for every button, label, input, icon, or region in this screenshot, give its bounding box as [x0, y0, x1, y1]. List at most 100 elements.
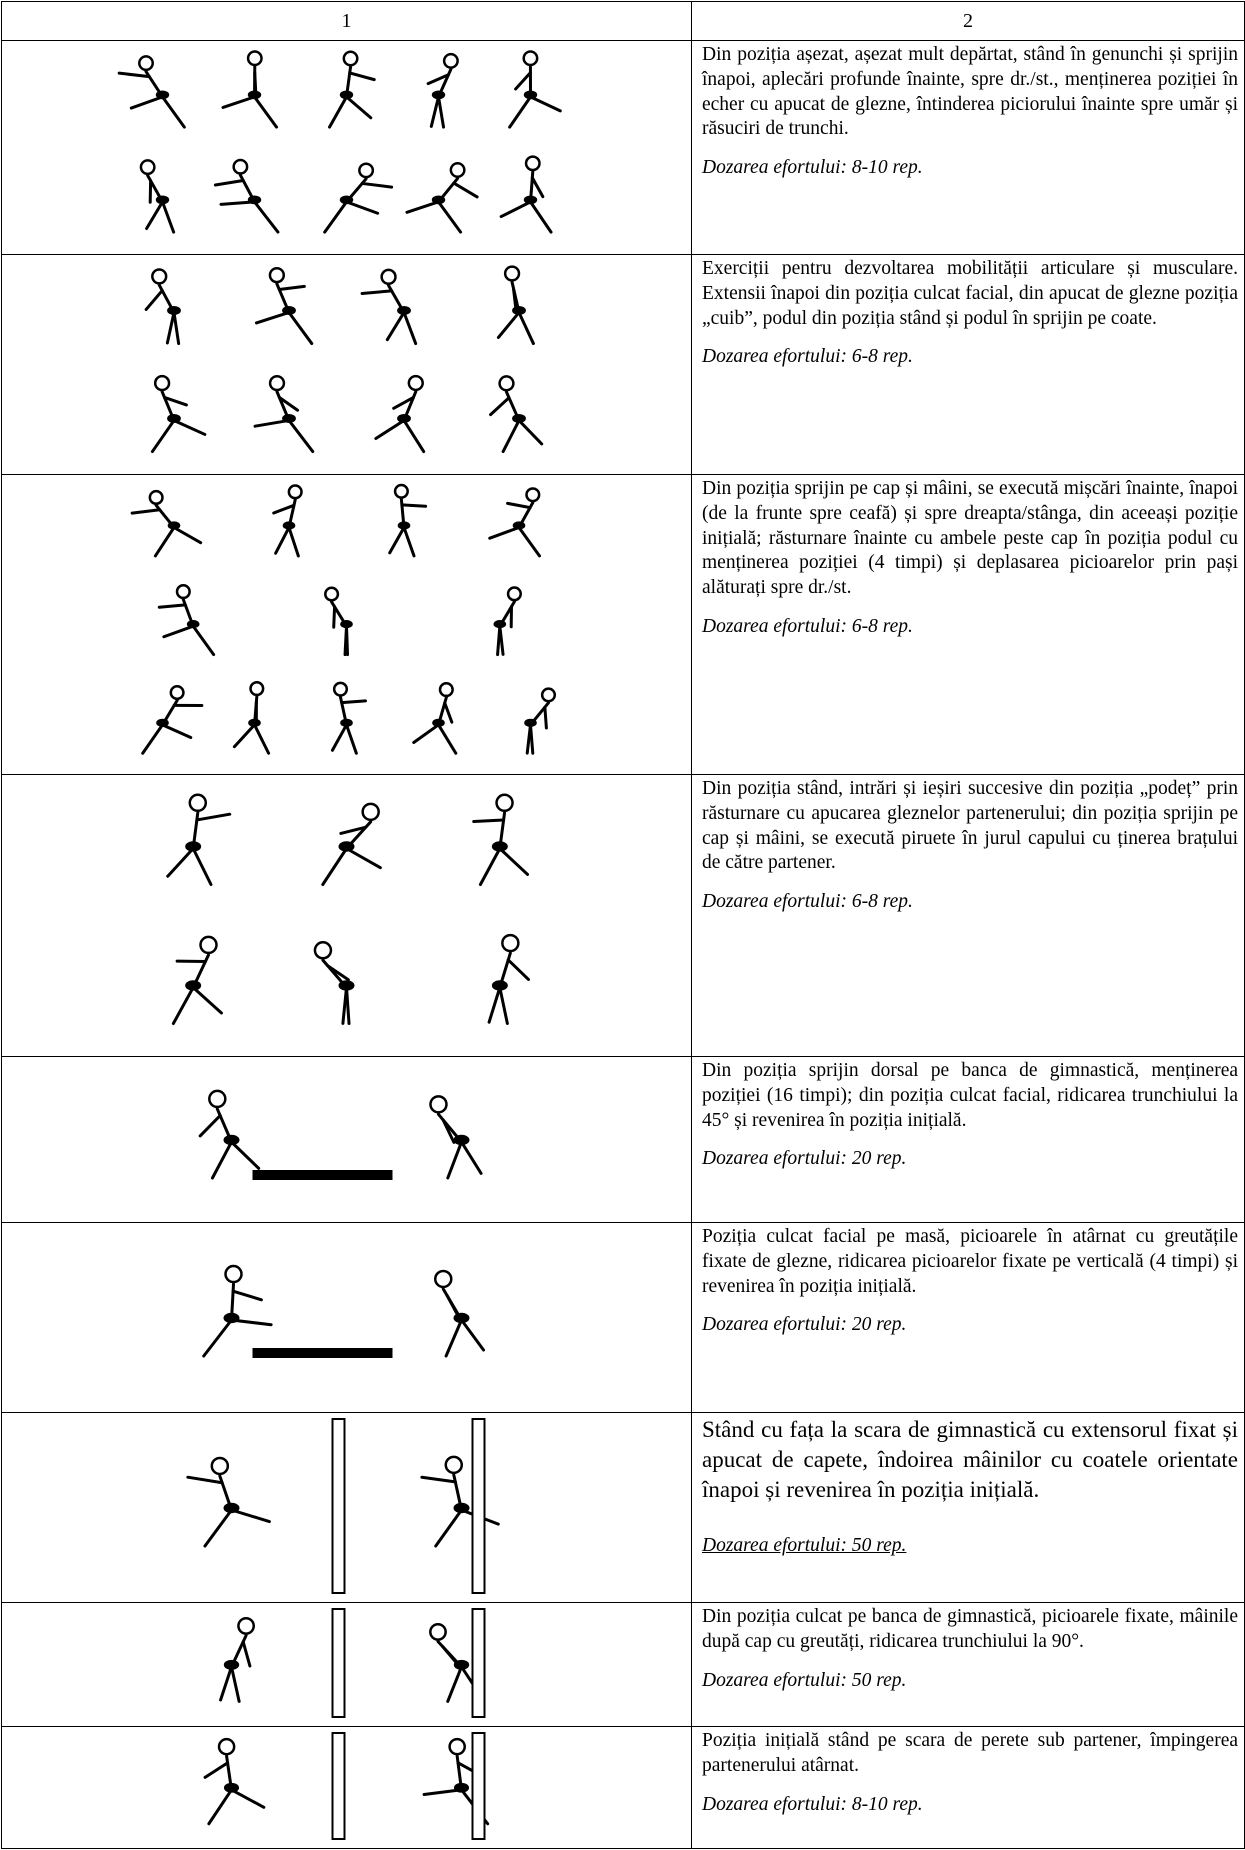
figure-part [502, 935, 518, 951]
figure-part [395, 485, 408, 498]
dosage: Dozarea efortului: 6-8 rep. [702, 890, 1238, 915]
figure-part [512, 306, 526, 315]
illustration [2, 1223, 691, 1409]
illustration-cell [2, 1223, 692, 1413]
description-cell: Poziția culcat facial pe masă, picioarel… [692, 1223, 1245, 1413]
description-cell: Din poziția sprijin dorsal pe banca de g… [692, 1057, 1245, 1223]
illustration [2, 41, 691, 251]
figure-part [531, 97, 561, 111]
figure-part [226, 1266, 242, 1282]
figure-part [325, 202, 347, 232]
figures [204, 1266, 484, 1358]
figure-part [480, 849, 499, 885]
figure-part [363, 804, 379, 820]
description-cell: Din poziția sprijin pe cap și mâini, se … [692, 475, 1245, 775]
figure-part [224, 1135, 240, 1145]
figure-part [531, 202, 552, 232]
header-row: 1 2 [2, 2, 1245, 41]
dosage: Dozarea efortului: 8-10 rep. [702, 1793, 1238, 1818]
figure-part [531, 725, 533, 753]
figure-part [524, 195, 537, 204]
figure-part [243, 1642, 250, 1666]
figure-part [500, 849, 528, 875]
figure-part [448, 1142, 462, 1178]
figure-part [451, 163, 464, 176]
bench [253, 1348, 393, 1358]
figure-part [524, 52, 537, 65]
figure-part [289, 312, 312, 343]
table-row: Stând cu fața la scara de gimnastică cu … [2, 1413, 1245, 1603]
table-row: Din poziția stând, intrări și ieșiri suc… [2, 775, 1245, 1057]
figure-part [163, 202, 174, 232]
wall-bars [333, 1609, 345, 1717]
figure-part [209, 1790, 232, 1824]
bench [253, 1170, 393, 1180]
figure-part [440, 683, 453, 696]
figure-part [167, 414, 181, 423]
figure-part [387, 312, 404, 339]
figure-part [454, 183, 477, 197]
figure-part [439, 725, 456, 753]
figure-part [519, 420, 542, 443]
figure-part [404, 527, 414, 555]
figure-part [545, 707, 547, 728]
illustration [2, 475, 691, 771]
figure-part [448, 1667, 462, 1702]
figure-part [315, 942, 331, 958]
figure-part [347, 988, 350, 1024]
figure-part [185, 980, 201, 990]
illustration [2, 775, 691, 1053]
figures [188, 1419, 498, 1593]
exercise-text: Din poziția sprijin dorsal pe banca de g… [702, 1060, 1238, 1131]
figure-part [248, 52, 261, 65]
figure-part [289, 527, 298, 555]
figure-part [193, 626, 214, 654]
figure-part [505, 267, 519, 281]
figure-part [143, 725, 163, 753]
figure-part [524, 90, 537, 99]
figure-part [270, 268, 284, 282]
figure-part [174, 420, 205, 434]
dosage: Dozarea efortului: 6-8 rep. [702, 345, 1238, 370]
figure-part [404, 312, 416, 343]
figure-part [232, 1142, 259, 1168]
illustration [2, 1413, 691, 1599]
figures [132, 485, 555, 753]
table-row: Poziția inițială stând pe scara de peret… [2, 1727, 1245, 1849]
figure-part [454, 1783, 469, 1793]
wall-bars [333, 1419, 345, 1593]
figure-part [150, 491, 163, 504]
illustration-cell [2, 475, 692, 775]
figure-part [152, 420, 174, 451]
figure-part [454, 1313, 470, 1323]
figure-part [156, 719, 169, 727]
figure-part [155, 376, 169, 390]
figure-part [404, 420, 424, 451]
figure-part [159, 605, 185, 607]
figure-part [152, 270, 166, 284]
figure-part [339, 841, 355, 851]
table-row: Exerciții pentru dezvoltarea mobilității… [2, 255, 1245, 475]
figure-part [193, 849, 211, 885]
figure-part [430, 1096, 446, 1112]
figures [168, 795, 529, 1024]
figure-part [248, 90, 261, 99]
figure-part [409, 376, 423, 390]
figure-part [132, 510, 160, 513]
figure-part [141, 160, 154, 173]
header-cell: 1 [2, 2, 692, 41]
figure-part [524, 719, 537, 727]
figure-part [397, 414, 411, 423]
header-cell: 2 [692, 2, 1245, 41]
figure-part [139, 56, 152, 69]
illustration-cell [2, 1413, 692, 1603]
figure-part [147, 202, 163, 229]
figure-part [508, 960, 528, 980]
figure-part [248, 719, 261, 727]
figure-part [167, 312, 174, 343]
figure-part [402, 505, 426, 506]
figures [146, 267, 542, 452]
figure-part [432, 90, 445, 99]
dosage: Dozarea efortului: 6-8 rep. [702, 615, 1238, 640]
